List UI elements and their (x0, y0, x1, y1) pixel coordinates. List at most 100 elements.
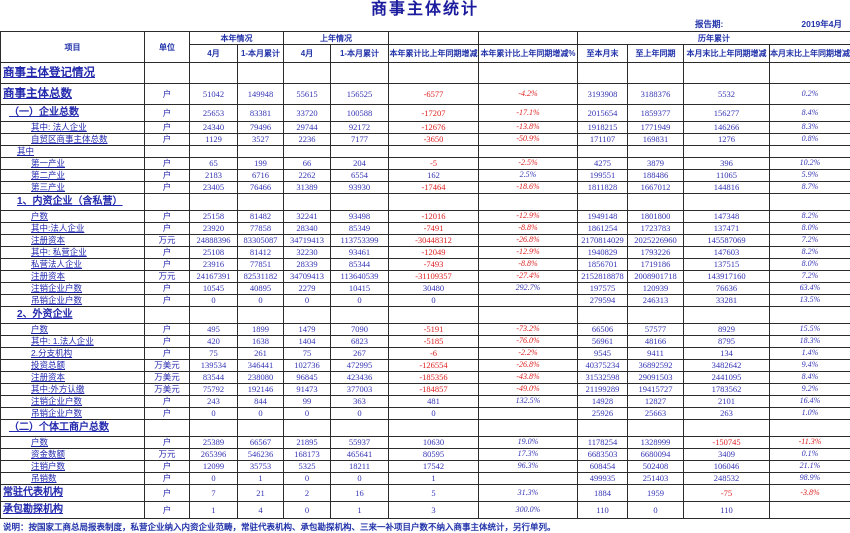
row-label[interactable]: 投资总额 (31, 360, 65, 370)
row-label[interactable]: 其中:法人企业 (31, 223, 84, 233)
value-cell (284, 194, 331, 211)
value-cell: 3193908 (578, 84, 628, 105)
item-cell: 其中:外方认缴 (1, 384, 145, 396)
value-cell: 66 (284, 158, 331, 170)
value-cell: 1771949 (628, 122, 684, 134)
value-cell: 2441095 (684, 372, 770, 384)
value-cell: 28340 (284, 223, 331, 235)
row-label[interactable]: （一）企业总数 (9, 107, 79, 118)
page-title: 商事主体统计 (0, 0, 850, 19)
value-cell: 0 (238, 295, 284, 307)
row-label[interactable]: 吊销企业户数 (31, 295, 82, 305)
row-label[interactable]: 第三产业 (31, 182, 65, 192)
value-cell: 6680094 (628, 449, 684, 461)
value-cell: 1404 (284, 336, 331, 348)
row-label[interactable]: 吊销企业户数 (31, 408, 82, 418)
value-cell: 81412 (238, 247, 284, 259)
row-label[interactable]: 常驻代表机构 (3, 487, 63, 498)
value-cell: 29091503 (628, 372, 684, 384)
row-label[interactable]: 承包勘探机构 (3, 504, 63, 515)
row-label[interactable]: 2.分支机构 (31, 348, 72, 358)
value-cell: 168173 (284, 449, 331, 461)
value-cell: 396 (684, 158, 770, 170)
value-cell (684, 63, 770, 84)
value-cell (190, 307, 238, 324)
value-cell: 2236 (284, 134, 331, 146)
row-label[interactable]: 资金数额 (31, 449, 65, 459)
value-cell: 188486 (628, 170, 684, 182)
value-cell: 77851 (238, 259, 284, 271)
value-cell: 146266 (684, 122, 770, 134)
row-label[interactable]: 户数 (31, 437, 48, 447)
row-label[interactable]: 私营法人企业 (31, 259, 82, 269)
item-cell: 资金数额 (1, 449, 145, 461)
unit-cell: 户 (145, 259, 190, 271)
value-cell: -185356 (389, 372, 479, 384)
value-cell: 0 (190, 408, 238, 420)
value-cell: 0 (331, 408, 389, 420)
value-cell: 83544 (190, 372, 238, 384)
value-cell: 499935 (578, 473, 628, 485)
value-cell: 31532598 (578, 372, 628, 384)
value-cell (628, 420, 684, 437)
header-spacer (479, 32, 578, 45)
row-label[interactable]: 注册资本 (31, 271, 65, 281)
row-label[interactable]: 注销企业户数 (31, 283, 82, 293)
value-cell: 25158 (190, 211, 238, 223)
footnote: 说明：按国家工商总局报表制度，私营企业纳入内资企业范畴，常驻代表机构、承包勘探机… (0, 519, 850, 533)
value-cell: 8.0% (770, 259, 850, 271)
value-cell: 1783562 (684, 384, 770, 396)
row-label[interactable]: 1、内资企业（含私营） (17, 196, 123, 207)
col-header-to-last-year: 至上年同期 (628, 45, 684, 63)
row-label[interactable]: 户数 (31, 324, 48, 334)
row-label[interactable]: 第一产业 (31, 158, 65, 168)
value-cell: -3.8% (770, 485, 850, 502)
value-cell: 21199289 (578, 384, 628, 396)
value-cell (238, 146, 284, 158)
row-label[interactable]: （二）个体工商户总数 (9, 422, 109, 433)
value-cell: 1856701 (578, 259, 628, 271)
value-cell: 100588 (331, 105, 389, 122)
value-cell: 25108 (190, 247, 238, 259)
value-cell (331, 63, 389, 84)
value-cell (628, 307, 684, 324)
unit-cell: 户 (145, 437, 190, 449)
row-label[interactable]: 自贸区商事主体总数 (31, 134, 108, 144)
row-label[interactable]: 其中: 法人企业 (31, 122, 87, 132)
value-cell (578, 307, 628, 324)
value-cell: 251403 (628, 473, 684, 485)
value-cell: 106046 (684, 461, 770, 473)
value-cell (479, 63, 578, 84)
row-label[interactable]: 2、外资企业 (17, 309, 73, 320)
row-label[interactable]: 注册资本 (31, 235, 65, 245)
table-row: 1、内资企业（含私营） (1, 194, 850, 211)
row-label[interactable]: 商事主体登记情况 (3, 67, 95, 79)
value-cell: 292.7% (479, 283, 578, 295)
row-label[interactable]: 其中: 1.法人企业 (31, 336, 94, 346)
value-cell (479, 408, 578, 420)
row-label[interactable]: 吊销数 (31, 473, 57, 483)
row-label[interactable]: 注销企业户数 (31, 396, 82, 406)
value-cell: 8929 (684, 324, 770, 336)
value-cell (238, 307, 284, 324)
row-label[interactable]: 注册资本 (31, 372, 65, 382)
table-row: 2、外资企业 (1, 307, 850, 324)
row-label[interactable]: 户数 (31, 211, 48, 221)
row-label[interactable]: 其中:外方认缴 (31, 384, 84, 394)
row-label[interactable]: 其中: 私营企业 (31, 247, 87, 257)
unit-cell: 户 (145, 473, 190, 485)
table-row: 商事主体登记情况 (1, 63, 850, 84)
row-label[interactable]: 注销户数 (31, 461, 65, 471)
value-cell: 33281 (684, 295, 770, 307)
row-label[interactable]: 商事主体总数 (3, 88, 72, 100)
unit-cell: 户 (145, 182, 190, 194)
value-cell (578, 146, 628, 158)
row-label[interactable]: 其中 (17, 146, 34, 156)
item-cell: 其中: 法人企业 (1, 122, 145, 134)
value-cell: 51042 (190, 84, 238, 105)
value-cell: 3409 (684, 449, 770, 461)
row-label[interactable]: 第二产业 (31, 170, 65, 180)
item-cell: 户数 (1, 324, 145, 336)
